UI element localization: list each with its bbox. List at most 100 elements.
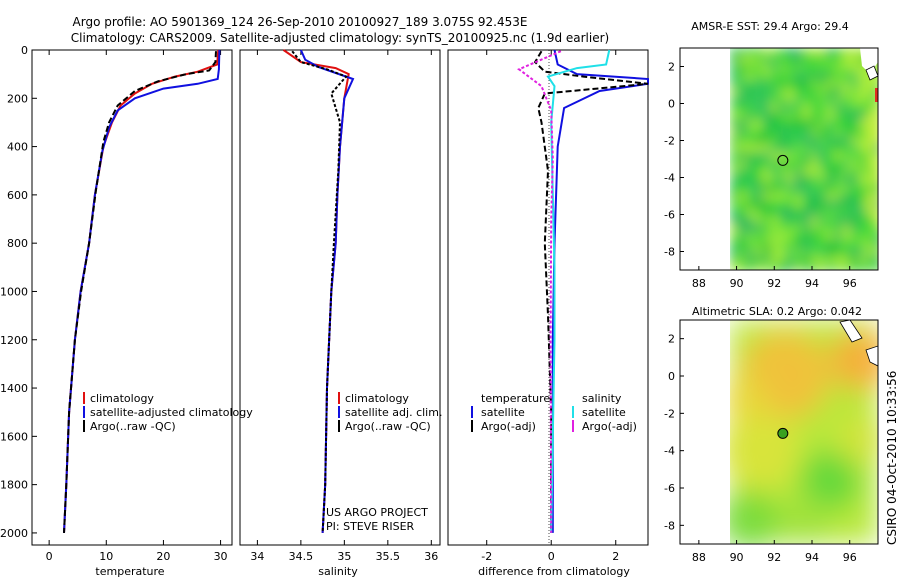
sst-field-cell	[770, 200, 778, 208]
sst-field-cell	[738, 144, 746, 152]
sst-field-cell	[786, 264, 794, 270]
sst-field-cell	[850, 264, 858, 270]
sst-field-cell	[762, 104, 770, 112]
sst-field-cell	[778, 72, 786, 80]
sst-field-cell	[826, 224, 834, 232]
legend-label-argo-sal: Argo(-adj)	[582, 420, 637, 433]
sst-field-cell	[866, 216, 874, 224]
sst-field-cell	[762, 56, 770, 64]
sst-field-cell	[850, 104, 858, 112]
sst-field-cell	[778, 168, 786, 176]
sst-field-cell	[786, 64, 794, 72]
sst-field-cell	[786, 72, 794, 80]
sst-field-cell	[746, 192, 754, 200]
sst-field-cell	[738, 264, 746, 270]
difference-legend: temperature satellite Argo(-adj) salinit…	[471, 392, 637, 433]
sst-field-cell	[850, 64, 858, 72]
sst-field-cell	[786, 200, 794, 208]
sst-field-cell	[842, 208, 850, 216]
sst-field-cell	[738, 240, 746, 248]
sst-field-cell	[746, 152, 754, 160]
sst-field-cell	[746, 120, 754, 128]
sst-field-cell	[794, 112, 802, 120]
sst-field-cell	[802, 128, 810, 136]
sst-field-cell	[834, 264, 842, 270]
sst-field-cell	[754, 264, 762, 270]
sst-field-cell	[778, 144, 786, 152]
sst-field-cell	[834, 152, 842, 160]
map-y-tick-label: -6	[664, 209, 675, 222]
sst-field-cell	[802, 112, 810, 120]
sst-field-cell	[762, 96, 770, 104]
sst-field-cell	[730, 128, 738, 136]
sst-field-cell	[794, 128, 802, 136]
sla-land-blank	[680, 320, 730, 544]
sst-field-cell	[810, 160, 818, 168]
sst-field-cell	[818, 184, 826, 192]
series-line	[63, 49, 221, 533]
sst-map: AMSR-E SST: 29.4 Argo: 29.4 88 90 92 94 96 2…	[664, 20, 879, 290]
sst-field-cell	[754, 104, 762, 112]
sst-field-cell	[850, 120, 858, 128]
sst-field-cell	[786, 216, 794, 224]
sst-field-cell	[850, 48, 858, 56]
map-x-tick-label: 88	[692, 277, 706, 290]
sst-field-cell	[834, 112, 842, 120]
sst-field-cell	[858, 104, 866, 112]
sst-field-cell	[818, 168, 826, 176]
sst-field-cell	[778, 80, 786, 88]
sst-field-cell	[746, 184, 754, 192]
sst-field-cell	[746, 256, 754, 264]
sst-field-cell	[810, 192, 818, 200]
sst-field-cell	[730, 216, 738, 224]
sst-field-cell	[738, 120, 746, 128]
sst-field-cell	[834, 240, 842, 248]
sst-field-cell	[754, 224, 762, 232]
sst-field-cell	[842, 224, 850, 232]
sst-field-cell	[738, 88, 746, 96]
sst-field-cell	[842, 80, 850, 88]
sst-field-cell	[874, 152, 878, 160]
sst-field-cell	[778, 104, 786, 112]
sst-field-cell	[746, 112, 754, 120]
sst-field-cell	[738, 168, 746, 176]
sst-field-cell	[834, 128, 842, 136]
sst-field-cell	[834, 48, 842, 56]
sst-field-cell	[778, 256, 786, 264]
sst-field-cell	[762, 168, 770, 176]
sst-field-cell	[730, 168, 738, 176]
map-x-tick-label: 94	[805, 551, 819, 564]
sst-field-cell	[866, 168, 874, 176]
sst-field-cell	[810, 216, 818, 224]
sst-field-cell	[746, 80, 754, 88]
sst-field-cell	[786, 112, 794, 120]
sst-field-cell	[810, 128, 818, 136]
sst-field-cell	[842, 112, 850, 120]
sla-map: Altimetric SLA: 0.2 Argo: 0.042 88 90 92 94…	[664, 305, 879, 564]
sst-field-cell	[802, 160, 810, 168]
project-annotation: US ARGO PROJECT	[326, 506, 428, 519]
sst-field-cell	[866, 152, 874, 160]
sst-field-cell	[850, 248, 858, 256]
sst-field-cell	[850, 224, 858, 232]
sst-field-cell	[818, 64, 826, 72]
sst-field-cell	[802, 136, 810, 144]
sst-field-cell	[754, 232, 762, 240]
sst-field-cell	[802, 248, 810, 256]
sst-field-cell	[858, 192, 866, 200]
sst-island	[865, 65, 878, 81]
sst-field-cell	[858, 176, 866, 184]
sst-field-cell	[874, 256, 878, 264]
sst-field-cell	[746, 224, 754, 232]
legend-label-argo-temp: Argo(-adj)	[481, 420, 536, 433]
map-x-tick-label: 88	[692, 551, 706, 564]
sst-field-cell	[778, 88, 786, 96]
sst-field-cell	[858, 224, 866, 232]
sst-field-cell	[778, 216, 786, 224]
sst-field-cell	[866, 144, 874, 152]
sst-field-cell	[754, 112, 762, 120]
sst-field-cell	[874, 160, 878, 168]
sst-field-cell	[770, 56, 778, 64]
series-line	[63, 51, 217, 533]
sst-field-cell	[786, 176, 794, 184]
